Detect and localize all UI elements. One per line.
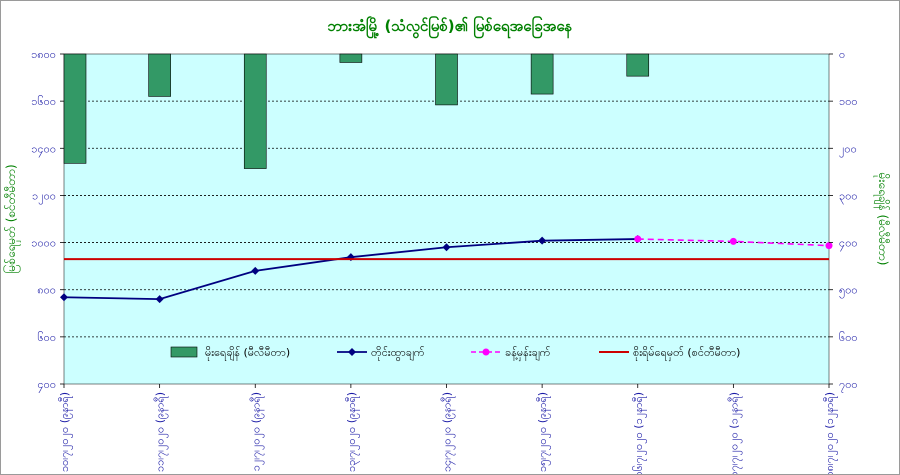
legend-label: ခန့်မှန်းချက် [505, 346, 551, 361]
forecast-point [729, 237, 737, 245]
legend-label: တိုင်းထွာချက် [371, 346, 425, 361]
right-axis-tick-label: ၃၀၀ [839, 189, 858, 204]
left-axis-tick-label: ၁၆၀၀ [31, 95, 56, 108]
x-axis-ticks: ၁၀၊၇၊၂၀၂၀ (၉နာရီ) ၁၁၊၇၊၂၀၂၀ (၉နာရီ) ၁၂၊၇၊၂… [58, 384, 838, 474]
right-axis-tick-label: ၅၀၀ [839, 284, 858, 299]
left-axis-tick-label: ၁၂၀၀ [32, 189, 56, 204]
left-axis-tick-label: ၁၀၀၀ [31, 237, 56, 250]
rainfall-bars [63, 53, 650, 169]
legend-swatch-rainfall [170, 346, 198, 358]
right-axis-tick-label: ၄၀၀ [839, 237, 858, 252]
observed-point [155, 295, 164, 304]
right-axis-tick-label: ၂၀၀ [839, 142, 857, 157]
legend: မိုးရေချိန် (မီလီမီတာ) တိုင်းထွာချက် ခန့်မ… [170, 346, 740, 361]
right-axis-title: မိုးရေချိန် (မီလီမီတာ) [873, 173, 891, 266]
left-axis-tick-label: ၁၈၀၀ [31, 48, 56, 61]
legend-marker-observed [348, 348, 356, 356]
rainfall-bar [339, 53, 363, 63]
observed-point [60, 293, 68, 302]
x-axis-tick-label: ၁၁၊၇၊၂၀၂၀ (၉နာရီ) [154, 392, 169, 472]
x-axis-tick-label: ၁၄၊၇၊၂၀၂၀ (၉နာရီ) [441, 392, 456, 472]
x-axis-tick-label: ၁၀၊၇၊၂၀၂၀ (၉နာရီ) [58, 392, 73, 472]
right-axis-tick-label: ၁၀၀ [839, 95, 858, 108]
legend-label: စိုးရိမ်ရေမှတ် (စင်တီမီတာ) [633, 346, 740, 361]
x-axis-tick-label: ၁၂၊၇၊၂၀၂၀ (၉နာရီ) [249, 392, 264, 471]
left-axis-tick-label: ၆၀၀ [37, 331, 56, 344]
observed-point [442, 243, 451, 252]
right-axis-tick-label: ၆၀၀ [839, 331, 858, 344]
left-axis-tick-label: ၁၄၀၀ [31, 142, 56, 157]
observed-point [538, 236, 547, 245]
rainfall-bar [63, 53, 87, 164]
x-axis-tick-label: ၁၅၊၇၊၂၀၂၀ (၉နာရီ) [536, 392, 551, 472]
x-axis-tick-label: ၁၆၊၇၊၂၀၂၀ (၁၂နာရီ) [632, 392, 647, 474]
legend-marker-forecast [482, 348, 490, 356]
right-axis-tick-label: ၇၀၀ [839, 378, 858, 393]
x-axis-tick-label: ၁၈၊၇၊၂၀၂၀ (၁၂နာရီ) [823, 392, 838, 474]
x-axis-tick-label: ၁၇၊၇၊၂၀၂၀ (၁၂နာရီ) [727, 392, 742, 474]
rainfall-bar [243, 53, 267, 169]
rainfall-bar [530, 53, 554, 95]
gridlines [64, 100, 829, 338]
forecast-point [825, 242, 833, 250]
x-axis-tick-label: ၁၃၊၇၊၂၀၂၀ (၉နာရီ) [345, 392, 360, 472]
rainfall-bar [148, 53, 171, 97]
rainfall-bar [435, 53, 458, 106]
left-axis-tick-label: ၄၀၀ [37, 378, 56, 393]
left-axis-ticks: ၄၀၀ ၆၀၀ ၈၀၀ ၁၀၀၀ ၁၂၀၀ ၁၄၀၀ ၁၆၀၀ ၁၈၀၀ [31, 48, 64, 393]
left-axis-tick-label: ၈၀၀ [37, 284, 56, 297]
plot-area [63, 53, 830, 385]
chart-title: ဘားအံမြို့ (သံလွင်မြစ်)၏ မြစ်ရေအခြေအနေ [328, 15, 573, 39]
forecast-point [634, 235, 642, 243]
rainfall-bar [626, 53, 650, 77]
right-axis-tick-label: ၀ [839, 48, 845, 61]
observed-point [251, 266, 260, 275]
series-lines [60, 235, 833, 304]
legend-label: မိုးရေချိန် (မီလီမီတာ) [205, 346, 290, 361]
left-axis-title: မြစ်ရေမှတ် (စင်တီမီတာ) [2, 164, 21, 273]
